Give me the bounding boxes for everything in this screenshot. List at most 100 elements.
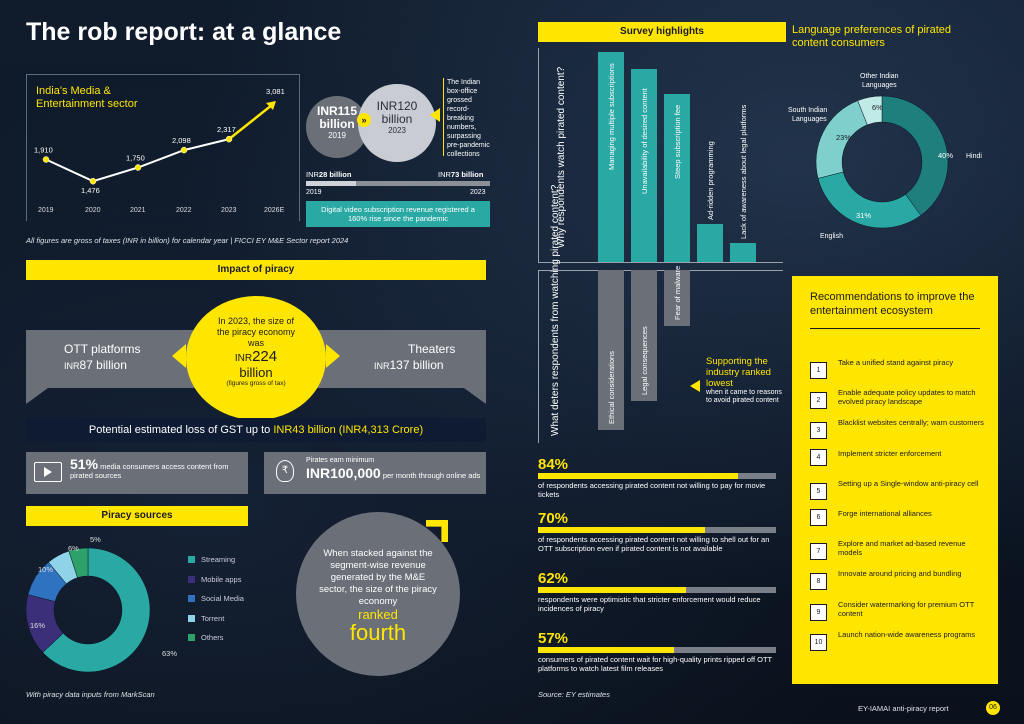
center-right-arrow bbox=[326, 344, 340, 368]
digital-right-prefix: INR bbox=[438, 170, 451, 179]
recommendation-item: 2 Enable adequate policy updates to match… bbox=[810, 388, 988, 414]
impact-heading: Impact of piracy bbox=[26, 260, 486, 280]
callout-arrow-icon bbox=[690, 380, 700, 392]
fourth-callout-text: When stacked against the segment-wise re… bbox=[319, 548, 437, 607]
supporting-callout-text: when it came to reasons to avoid pirated… bbox=[706, 389, 782, 404]
donut-value-label: 5% bbox=[90, 535, 101, 544]
theaters-arrow bbox=[464, 388, 486, 404]
media-sector-panel: India's Media & Entertainment sector bbox=[26, 74, 300, 221]
stat-ads-box bbox=[264, 452, 486, 494]
stat-51-box bbox=[26, 452, 248, 494]
digital-right-year: 2023 bbox=[470, 189, 486, 196]
recommendation-number: 1 bbox=[810, 362, 827, 379]
donut-value-label: 23% bbox=[836, 133, 851, 142]
stat-51-text: 51% media consumers access content from … bbox=[70, 457, 242, 480]
theater-prefix: INR bbox=[374, 361, 390, 371]
legend-item: Torrent bbox=[188, 614, 224, 623]
why-bar bbox=[598, 52, 624, 262]
deter-bar bbox=[598, 270, 624, 430]
digital-video-left-value: INR28 billion bbox=[306, 170, 351, 179]
recommendation-item: 1 Take a unified stand against piracy bbox=[810, 358, 988, 384]
why-bar-label: Steep subscription fee bbox=[673, 104, 682, 180]
legend-swatch bbox=[188, 595, 195, 602]
data-point bbox=[42, 156, 50, 163]
double-chevron-icon: » bbox=[357, 113, 371, 127]
legend-item: Social Media bbox=[188, 594, 244, 603]
theater-amount: 137 billion bbox=[389, 358, 444, 372]
survey-stat-bar-fill bbox=[538, 473, 738, 479]
deter-bar-label: Fear of malware bbox=[673, 265, 682, 320]
box-office-left-unit: billion bbox=[319, 117, 355, 131]
footer-page-number: 06 bbox=[986, 701, 1000, 715]
box-office-caption: The Indian box-office grossed record-bre… bbox=[443, 78, 495, 158]
donut-slice bbox=[42, 547, 151, 673]
box-office-2019-circle: INR115 billion 2019 bbox=[306, 96, 368, 158]
deter-bar bbox=[631, 270, 657, 402]
gst-text: Potential estimated loss of GST up to bbox=[88, 424, 274, 436]
data-point bbox=[180, 146, 188, 154]
legend-label: Others bbox=[201, 633, 224, 642]
survey-deter-frame bbox=[538, 270, 783, 443]
recommendation-text: Launch nation-wide awareness programs bbox=[838, 629, 976, 639]
fourth-callout-fourth: fourth bbox=[349, 620, 407, 645]
fourth-callout-ranked: ranked bbox=[358, 607, 398, 622]
recommendation-number: 6 bbox=[810, 509, 827, 526]
ott-arrow bbox=[26, 388, 48, 404]
year-tick: 2019 bbox=[38, 207, 54, 214]
digital-right-amount: 73 billion bbox=[450, 170, 484, 179]
recommendation-item: 8 Innovate around pricing and bundling bbox=[810, 569, 988, 595]
recommendation-number: 5 bbox=[810, 482, 827, 500]
donut-slice bbox=[881, 95, 949, 216]
digital-left-prefix: INR bbox=[306, 170, 319, 179]
recommendation-text: Blacklist websites centrally; warn custo… bbox=[838, 418, 984, 428]
donut-value-label: 40% bbox=[938, 151, 953, 160]
theaters-label: Theaters bbox=[408, 342, 456, 356]
recommendation-text: Setting up a Single-window anti-piracy c… bbox=[838, 478, 979, 488]
digital-left-year: 2019 bbox=[306, 189, 322, 196]
deter-question: What deters respondents from watching pi… bbox=[550, 184, 561, 436]
language-donut: 40% 31% 23% 6% Hindi English South Indian Langu… bbox=[788, 73, 982, 240]
piracy-economy-prefix: INR bbox=[234, 353, 253, 364]
box-office-caption-text: The Indian box-office grossed record-bre… bbox=[447, 79, 490, 158]
deter-bar-label: Legal consequences bbox=[640, 326, 649, 396]
piracy-sources-donut: 63% 16% 10% 6% 5% bbox=[26, 535, 177, 673]
donut-slice bbox=[68, 547, 89, 578]
recommendation-item: 7 Explore and market ad-based revenue mod… bbox=[810, 539, 988, 565]
stat-51-caption: media consumers access content from pira… bbox=[70, 462, 229, 480]
box-office-left-value: 115 bbox=[337, 104, 358, 118]
language-category-label: Other Indian bbox=[860, 73, 899, 80]
recommendation-number: 2 bbox=[810, 392, 827, 410]
survey-stat-text: of respondents accessing pirated content… bbox=[538, 535, 770, 553]
year-tick: 2022 bbox=[176, 207, 192, 214]
piracy-economy-note: (figures gross of tax) bbox=[226, 380, 286, 387]
gst-value: INR43 billion (INR4,313 Crore) bbox=[273, 424, 424, 436]
survey-stat-text: of respondents accessing pirated content… bbox=[538, 481, 766, 499]
supporting-callout-head: Supporting the industry ranked lowest bbox=[706, 356, 771, 389]
footer-report: EY-IAMAI anti-piracy report bbox=[858, 704, 949, 713]
recommendation-item: 9 Consider watermarking for premium OTT c… bbox=[810, 600, 988, 626]
forecast-line bbox=[228, 103, 273, 141]
recommendation-text: Consider watermarking for premium OTT co… bbox=[838, 599, 975, 618]
data-point bbox=[225, 135, 233, 143]
why-bar bbox=[631, 68, 657, 262]
recommendation-text: Explore and market ad-based revenue mode… bbox=[838, 539, 966, 558]
box-office-right-value: 120 bbox=[397, 99, 418, 113]
survey-stat-bar-fill bbox=[538, 647, 674, 653]
recommendation-text: Implement stricter enforcement bbox=[838, 448, 942, 458]
survey-stat-bar bbox=[538, 647, 776, 653]
deter-bar-label: Ethical considerations bbox=[607, 351, 616, 424]
legend-label: Streaming bbox=[201, 555, 236, 564]
year-tick: 2020 bbox=[85, 207, 101, 214]
stat-ads-amount: INR100,000 bbox=[306, 465, 381, 481]
piracy-sources-footnote: With piracy data inputs from MarkScan bbox=[26, 690, 155, 699]
piracy-sources-heading: Piracy sources bbox=[26, 506, 248, 526]
language-category-label: Languages bbox=[792, 116, 827, 123]
data-label: 2,317 bbox=[217, 125, 236, 134]
recommendation-item: 3 Blacklist websites centrally; warn cust… bbox=[810, 418, 988, 444]
box-office-right-prefix: INR bbox=[376, 99, 398, 113]
center-left-arrow bbox=[172, 344, 186, 368]
recommendation-number: 10 bbox=[810, 633, 827, 651]
fourth-callout: When stacked against the segment-wise re… bbox=[296, 512, 460, 676]
data-label: 3,081 bbox=[266, 87, 285, 96]
stat-ads-caption: per month through online ads bbox=[382, 471, 481, 480]
